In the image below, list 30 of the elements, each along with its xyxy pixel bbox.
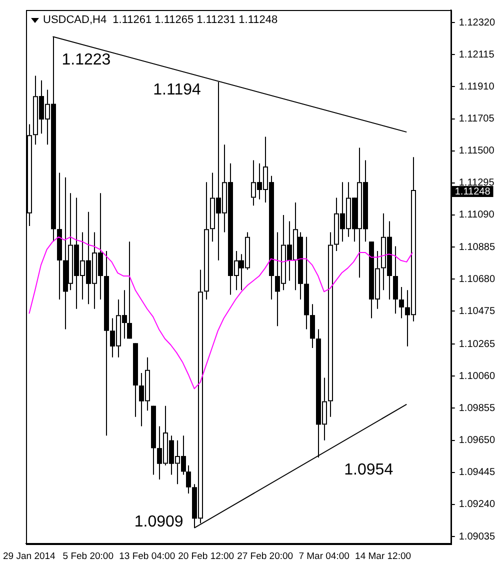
y-tick-label: 1.11295: [458, 178, 495, 189]
y-tick-label: 1.12115: [458, 49, 495, 60]
x-tick-label: 29 Jan 2014: [3, 550, 56, 562]
y-tick-label: 1.10265: [458, 338, 496, 350]
chart-title: USDCAD,H4 1.11261 1.11265 1.11231 1.11248: [43, 14, 278, 26]
y-tick-label: 1.11090: [458, 210, 495, 221]
annotation: 1.0954: [344, 461, 394, 478]
x-tick-label: 13 Feb 04:00: [119, 550, 176, 562]
x-tick-label: 5 Feb 20:00: [62, 550, 114, 562]
annotation: 1.1194: [153, 81, 201, 98]
x-tick-label: 14 Mar 12:00: [355, 550, 412, 562]
y-tick-label: 1.10680: [458, 274, 496, 285]
annotation: 1.1223: [62, 51, 111, 68]
y-tick-label: 1.10060: [458, 370, 496, 382]
y-tick-label: 1.09035: [458, 531, 496, 542]
annotation: 1.0909: [134, 513, 184, 530]
y-tick-label: 1.10475: [458, 306, 496, 317]
y-tick-label: 1.11910: [458, 81, 495, 92]
y-tick-label: 1.09240: [458, 499, 496, 510]
x-tick-label: 7 Mar 04:00: [298, 550, 350, 562]
x-tick-label: 20 Feb 12:00: [178, 550, 234, 562]
y-tick-label: 1.11705: [458, 114, 495, 125]
x-tick-label: 27 Feb 20:00: [237, 550, 294, 562]
y-tick-label: 1.11500: [458, 146, 495, 157]
text: 1.11248: [454, 186, 491, 198]
y-tick-label: 1.10885: [458, 242, 496, 253]
y-tick-label: 1.09650: [458, 435, 496, 446]
y-tick-label: 1.12320: [458, 17, 496, 28]
y-tick-label: 1.09855: [458, 402, 496, 414]
y-tick-label: 1.09445: [458, 467, 496, 478]
